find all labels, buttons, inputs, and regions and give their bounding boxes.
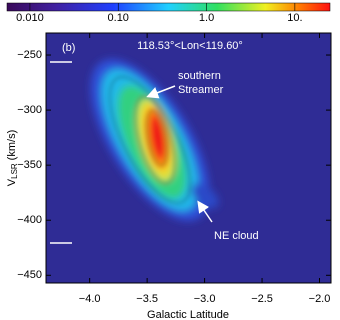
y-tick-label: −450	[17, 269, 42, 281]
x-tick-label: −4.0	[79, 293, 101, 305]
y-tick-label: −400	[17, 214, 42, 226]
colorbar-tick-label: 0.010	[16, 12, 44, 24]
y-tick-label: −250	[17, 49, 42, 61]
emission	[90, 59, 219, 221]
x-tick-label: −3.0	[194, 293, 216, 305]
y-tick-label: −300	[17, 104, 42, 116]
annotation: Streamer	[178, 84, 224, 96]
y-axis-label: VLSR (km/s)	[6, 130, 19, 186]
panel-label: (b)	[62, 42, 75, 54]
colorbar-tick-label: 1.0	[199, 12, 214, 24]
x-tick-label: −2.0	[309, 293, 331, 305]
contours	[109, 76, 191, 204]
subtitle: 118.53°<Lon<119.60°	[137, 40, 243, 52]
annotation: southern	[178, 70, 221, 82]
x-tick-label: −2.5	[251, 293, 273, 305]
y-tick-label: −350	[17, 159, 42, 171]
colorbar-tick-label: 0.10	[108, 12, 129, 24]
plot-frame	[45, 32, 332, 284]
y-label-sub: LSR	[10, 163, 19, 179]
y-label-unit: (km/s)	[6, 130, 18, 161]
arrow	[146, 85, 176, 99]
arrow	[197, 200, 213, 223]
colorbar	[6, 2, 331, 12]
y-label-main: V	[6, 178, 18, 186]
x-axis-label: Galactic Latitude	[147, 309, 229, 320]
image	[46, 33, 331, 283]
annotation: NE cloud	[214, 230, 259, 242]
x-tick-label: −3.5	[136, 293, 158, 305]
colorbar-tick-label: 10.	[287, 12, 302, 24]
